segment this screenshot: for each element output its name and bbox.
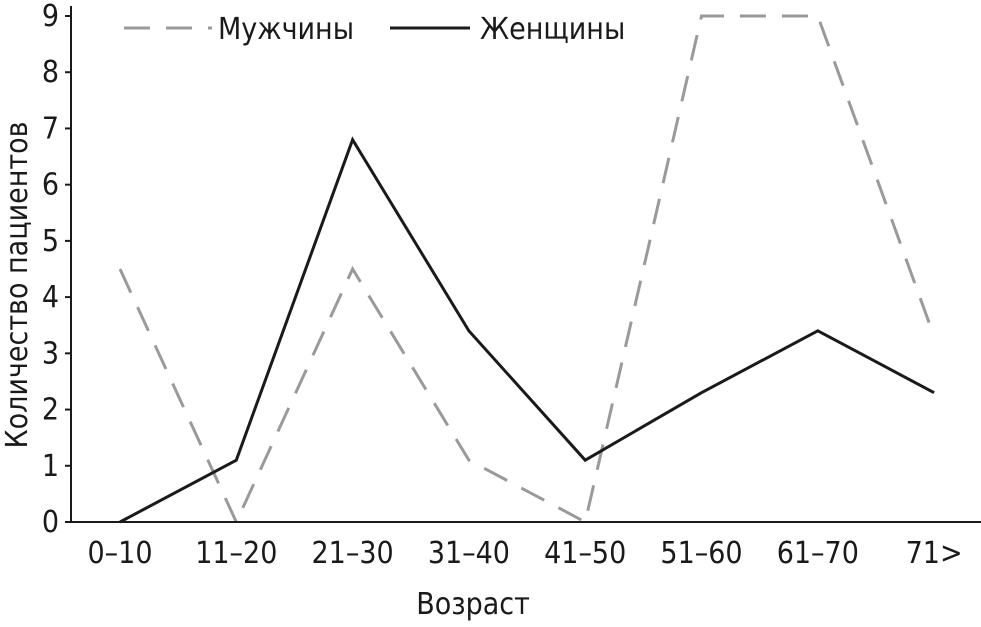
legend: Мужчины Женщины (124, 12, 625, 47)
y-tick-label: 1 (42, 449, 59, 484)
legend-item-men: Мужчины (124, 12, 354, 47)
legend-item-women: Женщины (390, 12, 625, 47)
y-tick-label: 6 (42, 168, 59, 203)
axes (70, 6, 981, 523)
x-tick-label: 31–40 (428, 536, 510, 571)
y-tick-labels: 0 1 2 3 4 5 6 7 8 9 (42, 0, 71, 540)
x-tick-label: 11–20 (195, 536, 277, 571)
y-tick-label: 9 (42, 0, 59, 34)
series-line-women (119, 136, 935, 524)
x-tick-label: 41–50 (544, 536, 626, 571)
y-tick-label: 7 (42, 111, 59, 146)
series-line-men (118, 14, 936, 526)
y-axis-title: Количество пациентов (0, 121, 35, 448)
x-tick-labels: 0–10 11–20 21–30 31–40 41–50 51–60 61–70 71> (88, 536, 963, 571)
x-tick-label: 21–30 (312, 536, 394, 571)
x-tick-label: 51–60 (660, 536, 742, 571)
y-tick-label: 3 (42, 336, 59, 371)
x-axis-title: Возраст (416, 587, 530, 622)
plot-lines (118, 14, 936, 526)
y-tick-label: 4 (42, 280, 59, 315)
legend-label-men: Мужчины (218, 12, 354, 47)
y-tick-label: 8 (42, 55, 59, 90)
x-tick-label: 71> (906, 536, 963, 571)
y-tick-label: 0 (42, 505, 59, 540)
legend-label-women: Женщины (480, 12, 625, 47)
x-tick-label: 0–10 (88, 536, 153, 571)
y-tick-label: 2 (42, 393, 59, 428)
x-tick-label: 61–70 (777, 536, 859, 571)
y-tick-label: 5 (42, 224, 59, 259)
